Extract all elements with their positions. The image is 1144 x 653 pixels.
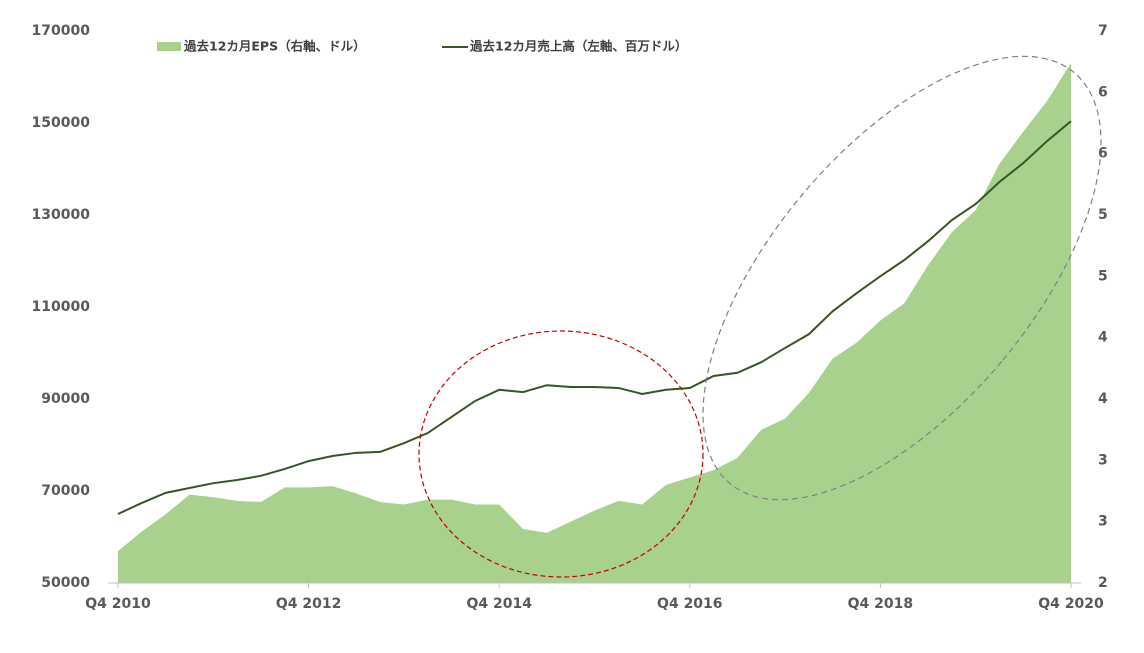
x-tick-label: Q4 2014 xyxy=(466,596,532,612)
y2-tick-label: 3 xyxy=(1098,514,1108,530)
x-tick-label: Q4 2016 xyxy=(657,596,722,612)
y-tick-label: 170000 xyxy=(32,23,91,39)
x-tick-label: Q4 2020 xyxy=(1038,596,1104,612)
y2-tick-label: 5 xyxy=(1098,207,1108,223)
area xyxy=(118,62,1071,584)
y-tick-label: 90000 xyxy=(41,391,90,407)
y-tick-label: 130000 xyxy=(32,207,91,223)
x-tick-label: Q4 2012 xyxy=(276,596,341,612)
line xyxy=(117,120,1072,515)
y2-tick-label: 6 xyxy=(1098,84,1108,100)
y-tick-label: 50000 xyxy=(41,575,90,591)
y2-tick-label: 3 xyxy=(1098,452,1108,468)
legend-label: 過去12カ月売上高（左軸、百万ドル） xyxy=(469,39,687,54)
y-tick-label: 110000 xyxy=(32,299,91,315)
y2-tick-label: 2 xyxy=(1098,575,1108,591)
highlight-ellipse xyxy=(702,55,1102,501)
legend-label: 過去12カ月EPS（右軸、ドル） xyxy=(183,39,366,54)
y2-tick-label: 6 xyxy=(1098,146,1108,162)
plot xyxy=(117,62,1072,584)
x-tick-label: Q4 2010 xyxy=(85,596,151,612)
y-tick-label: 70000 xyxy=(41,483,90,499)
y-tick-label: 150000 xyxy=(32,115,91,131)
y2-tick-label: 4 xyxy=(1098,330,1108,346)
y2-tick-label: 5 xyxy=(1098,268,1108,284)
x-tick-label: Q4 2018 xyxy=(848,596,913,612)
y2-tick-label: 7 xyxy=(1098,23,1108,39)
legend-swatch xyxy=(157,42,181,51)
y2-tick-label: 4 xyxy=(1098,391,1108,407)
highlight-circle xyxy=(418,330,704,578)
